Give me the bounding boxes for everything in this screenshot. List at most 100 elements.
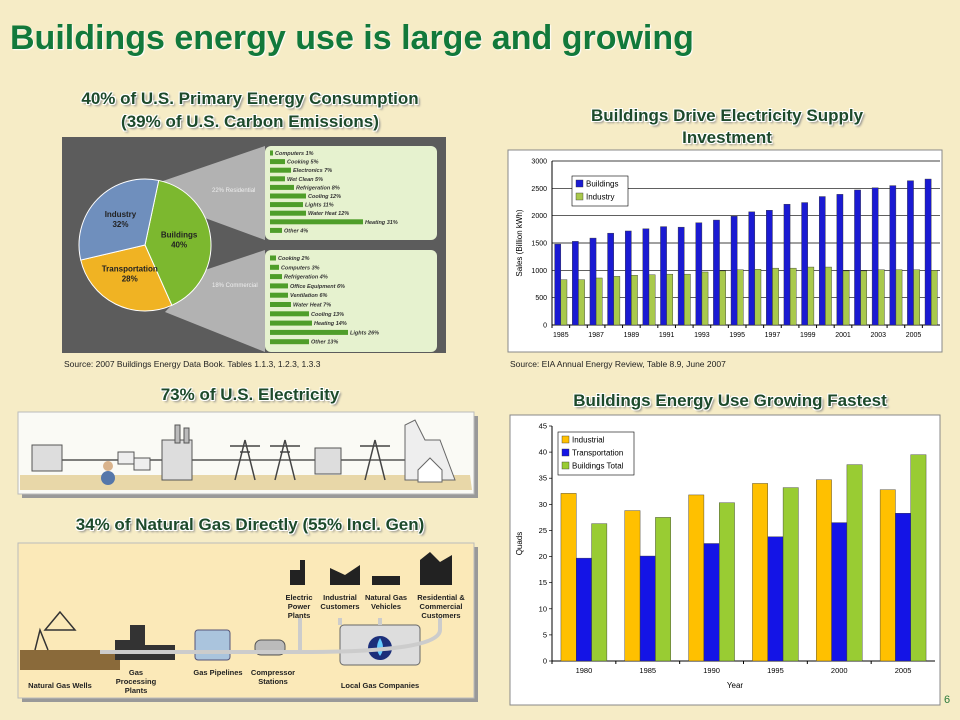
source: Source: EIA Annual Energy Review, Table … bbox=[510, 359, 726, 369]
bar bbox=[871, 187, 879, 326]
bar bbox=[924, 178, 932, 326]
y-axis-label: Quads bbox=[515, 532, 524, 556]
item-name: Ventilation bbox=[290, 293, 319, 299]
connector bbox=[165, 250, 265, 352]
bar bbox=[879, 489, 896, 662]
breakdown-item: Cooking 5% bbox=[287, 160, 319, 166]
breakdown-item: Office Equipment 6% bbox=[290, 284, 345, 290]
bar bbox=[591, 523, 608, 662]
bar bbox=[818, 196, 826, 326]
bar bbox=[677, 226, 685, 326]
breakdown-bar bbox=[270, 255, 276, 261]
breakdown-bar bbox=[270, 202, 303, 208]
bar bbox=[560, 493, 577, 662]
bar bbox=[613, 276, 621, 326]
item-name: Other bbox=[311, 340, 327, 346]
item-name: Wet Clean bbox=[287, 177, 314, 183]
bar bbox=[754, 269, 762, 326]
x-tick-label: 1987 bbox=[588, 332, 604, 339]
breakdown-item: Wet Clean 5% bbox=[287, 177, 323, 183]
y-tick-label: 2500 bbox=[531, 186, 547, 193]
section-heading: 34% of Natural Gas Directly (55% Incl. G… bbox=[75, 515, 425, 534]
breakdown-item: Water Heat 12% bbox=[308, 211, 349, 217]
bar bbox=[816, 479, 832, 662]
bar bbox=[688, 494, 705, 662]
chart-title: Buildings Drive Electricity Supply Inves… bbox=[590, 106, 864, 147]
gas-label: Local Gas Companies bbox=[340, 681, 420, 690]
legend-label: Transportation bbox=[572, 449, 623, 458]
bar bbox=[701, 271, 709, 326]
item-name: Cooking bbox=[278, 256, 301, 262]
x-axis-label: Year bbox=[727, 681, 744, 690]
bar bbox=[624, 510, 641, 662]
breakdown-bar bbox=[270, 150, 273, 156]
x-tick-label: 1990 bbox=[703, 666, 720, 675]
gas-illustration bbox=[17, 542, 478, 702]
breakdown-bar bbox=[270, 339, 309, 345]
breakdown-item: Computers 3% bbox=[281, 265, 320, 271]
legend-box bbox=[557, 431, 635, 476]
bar bbox=[801, 202, 808, 326]
item-value: 12% bbox=[330, 194, 341, 200]
y-tick-label: 35 bbox=[539, 474, 547, 483]
legend-swatch bbox=[561, 448, 570, 457]
item-name: Other bbox=[284, 228, 300, 234]
item-value: 5% bbox=[311, 160, 319, 166]
breakdown-item: Refrigeration 8% bbox=[296, 185, 340, 191]
y-tick-label: 3000 bbox=[531, 159, 547, 166]
item-value: 31% bbox=[387, 220, 398, 226]
bar bbox=[783, 203, 791, 326]
item-value: 4% bbox=[319, 275, 328, 281]
x-tick-label: 1989 bbox=[624, 332, 640, 339]
section-heading: 73% of U.S. Electricity bbox=[160, 385, 340, 404]
x-tick-label: 1991 bbox=[659, 332, 675, 339]
bar bbox=[807, 266, 815, 326]
bar bbox=[595, 277, 603, 326]
bar bbox=[660, 226, 667, 326]
slice-value: 28% bbox=[122, 275, 138, 284]
bar bbox=[730, 216, 738, 326]
y-tick-label: 45 bbox=[539, 422, 547, 431]
breakdown-bar bbox=[270, 176, 285, 182]
legend-swatch bbox=[575, 179, 584, 188]
gas-label: Gas Pipelines bbox=[193, 668, 243, 677]
breakdown-item: Refrigeration 4% bbox=[284, 275, 328, 281]
pie-slice bbox=[80, 244, 173, 312]
bar bbox=[846, 464, 863, 662]
breakdown-bar bbox=[270, 227, 282, 233]
breakdown-item: Cooling 12% bbox=[308, 194, 341, 200]
legend-swatch bbox=[575, 192, 584, 201]
bar bbox=[842, 270, 850, 326]
breakdown-bar bbox=[270, 274, 282, 280]
bar bbox=[895, 513, 911, 662]
y-tick-label: 1000 bbox=[531, 268, 547, 275]
slice-label: Industry bbox=[105, 210, 137, 219]
breakdown-bar bbox=[270, 292, 288, 298]
bar bbox=[719, 502, 735, 662]
bar bbox=[648, 274, 656, 326]
bar bbox=[713, 219, 720, 326]
bar bbox=[910, 454, 927, 662]
bar bbox=[589, 237, 597, 326]
breakdown-item: Water Heat 7% bbox=[293, 303, 331, 309]
bar bbox=[789, 267, 797, 326]
gas-label: Residential & Commercial Customers bbox=[417, 593, 465, 620]
breakdown-bar bbox=[270, 302, 291, 307]
x-tick-label: 2005 bbox=[895, 666, 912, 675]
item-value: 7% bbox=[324, 168, 332, 174]
breakdown-label: 18% Commercial bbox=[212, 283, 258, 289]
item-value: 26% bbox=[367, 330, 379, 336]
bar bbox=[860, 270, 868, 326]
slice-value: 32% bbox=[112, 220, 128, 229]
x-tick-label: 1999 bbox=[800, 332, 816, 339]
bar bbox=[930, 270, 938, 326]
bar bbox=[703, 543, 720, 662]
slide-title: Buildings energy use is large and growin… bbox=[10, 19, 694, 57]
gas-label: Gas Processing Plants bbox=[115, 668, 157, 695]
bar bbox=[684, 273, 691, 326]
breakdown-item: Cooling 13% bbox=[311, 312, 344, 318]
y-tick-label: 1500 bbox=[531, 241, 547, 248]
item-value: 13% bbox=[333, 312, 344, 318]
gas-label: Electric Power Plants bbox=[285, 593, 313, 620]
breakdown-bar bbox=[270, 184, 294, 190]
